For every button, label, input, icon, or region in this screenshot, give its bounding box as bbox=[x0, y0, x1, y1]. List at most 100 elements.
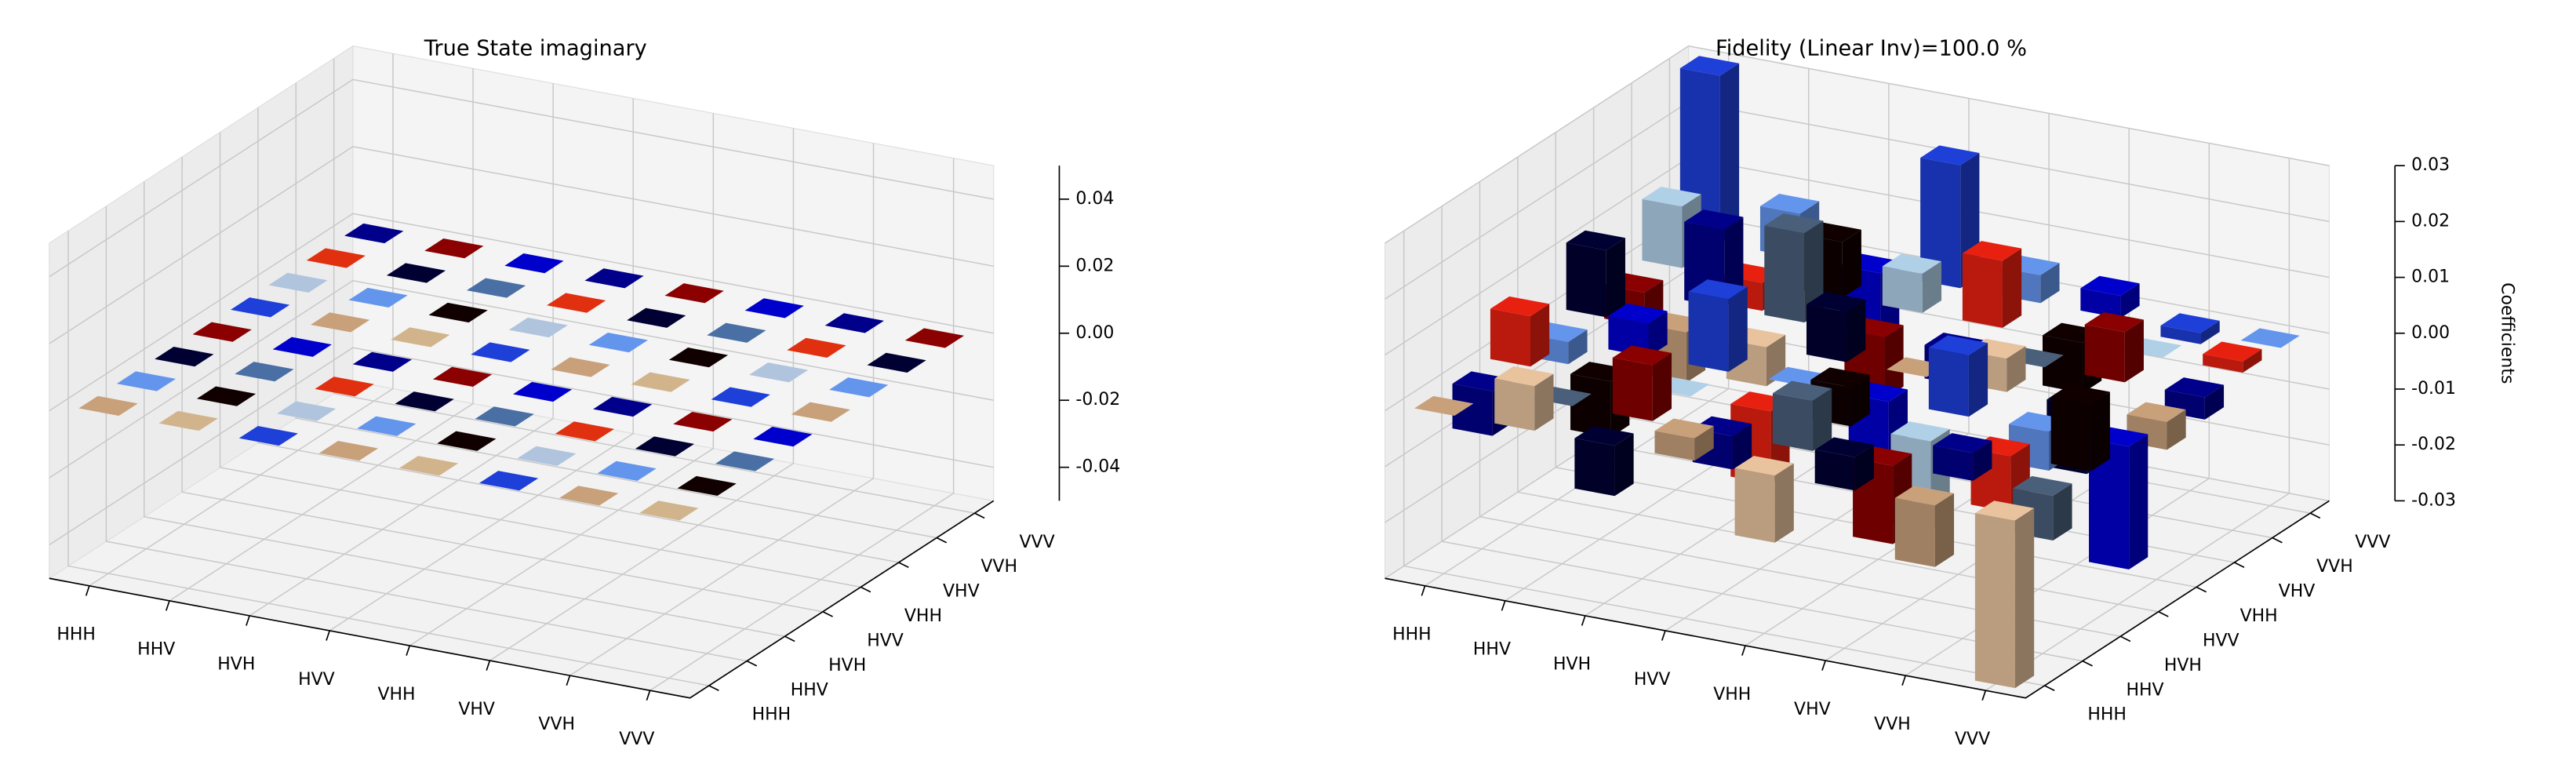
y-tick-label: HVH bbox=[2164, 656, 2202, 675]
bar-top-face bbox=[2240, 328, 2300, 348]
bar-top-face bbox=[2013, 475, 2072, 497]
bar-top-face bbox=[2203, 341, 2262, 362]
grid-line bbox=[49, 78, 994, 278]
y-tick-label: HVV bbox=[867, 631, 904, 650]
z-tick-label: -0.02 bbox=[2411, 435, 2456, 454]
subplot: -0.04-0.020.000.020.04HHHHHVHVHHVVVHHVHV… bbox=[48, 36, 1120, 749]
bar bbox=[1962, 241, 2022, 328]
x-tick bbox=[1981, 690, 1987, 701]
x-tick bbox=[1501, 600, 1506, 611]
bar-top-face bbox=[677, 475, 737, 497]
grid-line bbox=[1384, 45, 2330, 244]
bar bbox=[787, 337, 846, 358]
y-tick-label: VHV bbox=[2279, 582, 2316, 602]
bar bbox=[904, 328, 965, 348]
bar-front-face bbox=[1806, 304, 1847, 362]
bar-front-face bbox=[2089, 439, 2130, 570]
grid-line bbox=[257, 107, 899, 563]
bar-side-face bbox=[1842, 229, 1861, 298]
bar-front-face bbox=[1962, 253, 2003, 328]
bar-top-face bbox=[1764, 213, 1824, 234]
bar-front-face bbox=[2050, 396, 2091, 471]
bar-top-face bbox=[715, 451, 775, 471]
grid-line bbox=[49, 347, 994, 546]
bar-top-face bbox=[517, 446, 577, 466]
bar-top-face bbox=[272, 337, 332, 357]
bar bbox=[1933, 433, 1992, 482]
bar-side-face bbox=[1968, 343, 1988, 417]
bar bbox=[715, 451, 775, 471]
bar-top-face bbox=[1679, 56, 1740, 76]
bar bbox=[744, 298, 804, 318]
bar-side-face bbox=[2120, 283, 2140, 318]
bar-top-face bbox=[398, 456, 459, 476]
bar-top-face bbox=[2164, 377, 2225, 398]
bar bbox=[432, 366, 493, 388]
bar-top-face bbox=[1734, 456, 1794, 476]
x-tick-label: VHV bbox=[458, 700, 495, 719]
x-tick bbox=[566, 675, 571, 686]
bar-top-face bbox=[1810, 367, 1870, 388]
x-tick bbox=[246, 615, 250, 626]
bar-top-face bbox=[311, 312, 370, 333]
bar-top-face bbox=[668, 348, 729, 368]
bar-top-face bbox=[352, 351, 413, 372]
x-tick-label: HVV bbox=[298, 670, 335, 690]
bar bbox=[597, 460, 657, 482]
y-tick-label: HHH bbox=[2087, 705, 2127, 725]
bar-top-face bbox=[508, 317, 568, 338]
bar-top-face bbox=[1962, 241, 2022, 261]
bar-top-face bbox=[1920, 145, 1980, 166]
x-tick-label: HHH bbox=[56, 625, 96, 645]
bar-top-face bbox=[1933, 433, 1992, 453]
bar-top-face bbox=[1688, 279, 1748, 300]
bar-top-face bbox=[664, 283, 724, 304]
bar bbox=[584, 268, 644, 289]
bar-side-face bbox=[1652, 352, 1672, 421]
x-tick bbox=[166, 600, 170, 611]
bar-front-face bbox=[1894, 497, 1935, 567]
x-tick-label: VVH bbox=[1874, 715, 1911, 734]
bar-front-face bbox=[1574, 438, 1615, 497]
bar-side-face bbox=[2243, 349, 2262, 373]
bar-top-face bbox=[829, 377, 889, 398]
bar-top-face bbox=[1612, 345, 1672, 366]
bar-top-face bbox=[555, 421, 614, 442]
bar bbox=[395, 391, 454, 412]
grid-line bbox=[249, 83, 554, 617]
bar-side-face bbox=[1732, 424, 1752, 470]
bar-front-face bbox=[2084, 324, 2125, 383]
grid-line bbox=[49, 279, 994, 479]
bar bbox=[1814, 437, 1874, 491]
bar-side-face bbox=[1728, 286, 1748, 372]
z-tick-label: -0.02 bbox=[1075, 390, 1120, 409]
bar-top-face bbox=[238, 425, 298, 446]
z-tick-label: 0.04 bbox=[1075, 189, 1114, 209]
bar bbox=[639, 500, 699, 521]
bar-side-face bbox=[1884, 325, 1904, 399]
bar-side-face bbox=[2167, 409, 2186, 450]
z-tick-label: 0.02 bbox=[2411, 211, 2450, 231]
bar-top-face bbox=[1772, 380, 1832, 401]
axis-line bbox=[1384, 500, 2330, 699]
bar bbox=[315, 377, 374, 397]
bar bbox=[268, 272, 328, 293]
bar-front-face bbox=[1654, 431, 1695, 461]
bar-side-face bbox=[2129, 434, 2148, 570]
grid-line bbox=[409, 113, 715, 646]
bar-top-face bbox=[635, 436, 695, 457]
bar bbox=[707, 322, 766, 343]
x-tick-label: HHH bbox=[1392, 625, 1432, 645]
bar-front-face bbox=[1612, 358, 1653, 421]
bar-top-face bbox=[1882, 253, 1942, 274]
bar bbox=[475, 406, 534, 427]
bar-top-face bbox=[78, 395, 138, 417]
bar-side-face bbox=[2200, 320, 2220, 344]
bar bbox=[627, 308, 686, 328]
x-tick-label: HVH bbox=[217, 655, 255, 675]
bar-side-face bbox=[2124, 319, 2144, 383]
bar-side-face bbox=[1850, 374, 1870, 427]
bar-top-face bbox=[357, 416, 417, 436]
bar bbox=[478, 471, 539, 491]
